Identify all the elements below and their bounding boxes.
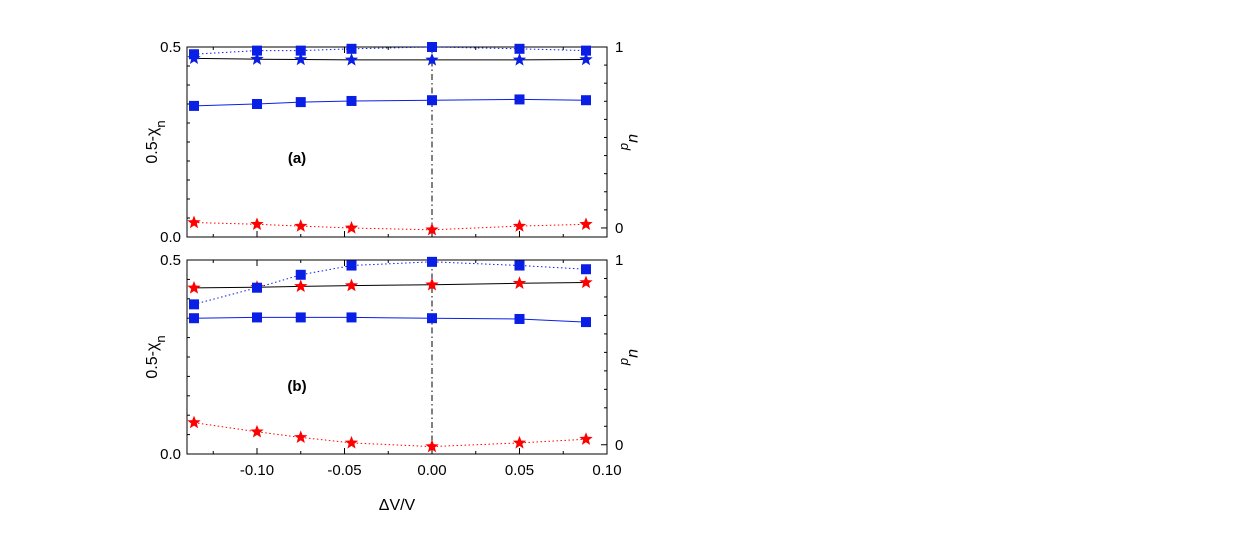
panel-a-series-2-point bbox=[189, 49, 199, 60]
panel-a-series-3-point bbox=[187, 215, 201, 229]
panel-a-series-3-point bbox=[425, 222, 439, 236]
panel-a-y2tick-label: 0 bbox=[615, 220, 623, 237]
panel-b-ytick-label: 0.5 bbox=[160, 252, 181, 269]
panel-b-y2tick-label: 1 bbox=[615, 252, 623, 269]
panel-a-series-1-point bbox=[425, 52, 439, 66]
panel-a-series-0-point bbox=[427, 95, 437, 106]
panel-b-series-2-point bbox=[295, 269, 306, 280]
panel-b-xtick-label: 0.05 bbox=[505, 462, 534, 479]
panel-b-series-3-point bbox=[425, 439, 439, 453]
panel-b-series-0-point bbox=[581, 317, 591, 328]
panel-a-y-axis-label-part: 0.5- bbox=[144, 136, 161, 164]
panel-b-series-1-point bbox=[425, 277, 439, 291]
panel-b-series-3-point bbox=[294, 430, 308, 444]
panel-b-series-2-point bbox=[427, 256, 437, 267]
panel-a-series-1-point bbox=[294, 52, 308, 66]
panel-b-series-3-point bbox=[579, 432, 593, 445]
panel-a-series-0-point bbox=[295, 97, 306, 108]
panel-a-y-axis-label: 0.5-χn bbox=[144, 120, 168, 163]
panel-b-ytick-label: 0.0 bbox=[160, 446, 181, 463]
panel-b-series-0-point bbox=[189, 313, 199, 324]
panel-a-series-2-point bbox=[427, 42, 437, 52]
panel-b-y2-axis-label-part: u bbox=[625, 349, 642, 358]
panel-b-series-1-point bbox=[187, 280, 201, 294]
panel-a-series-3-point bbox=[294, 219, 308, 232]
panel-b-label: (b) bbox=[287, 378, 306, 395]
panel-b-frame bbox=[186, 259, 608, 455]
panel-a-series-3-point bbox=[579, 217, 593, 230]
panel-b-series-1-point bbox=[512, 276, 527, 289]
panel-a-series-1-point bbox=[579, 52, 593, 66]
panel-b-series-1-point bbox=[294, 279, 308, 293]
panel-b-series-0-point bbox=[295, 312, 306, 323]
panel-a-series-3-point bbox=[344, 220, 359, 234]
panel-b-series-2-point bbox=[252, 282, 262, 293]
panel-a-series-0-point bbox=[581, 95, 591, 106]
panel-a-series-2-point bbox=[346, 43, 357, 54]
panel-a-y2-axis-label-part: u bbox=[625, 134, 642, 143]
panel-a-series-1-point bbox=[512, 52, 527, 66]
panel-b-y-axis-label-part: n bbox=[153, 335, 168, 342]
panel-b-series-3-point bbox=[512, 435, 527, 449]
panel-b-series-0-point bbox=[346, 312, 357, 323]
panel-b-xtick-label: -0.05 bbox=[327, 462, 361, 479]
panel-a-series-0-point bbox=[252, 99, 262, 109]
panel-b-y-axis-label-part: 0.5- bbox=[144, 351, 161, 379]
panel-a-series-2-point bbox=[581, 45, 591, 56]
panel-a-ytick-label: 0.0 bbox=[160, 229, 181, 246]
panel-a-series-0-point bbox=[189, 100, 199, 111]
panel-b-series-3-point bbox=[344, 435, 359, 449]
panel-b-series-2-point bbox=[346, 260, 357, 271]
panel-a: 0.0 0.5 0 1 0.5-χn ud (a) bbox=[144, 39, 642, 246]
panel-b-y-axis-label-part: χ bbox=[144, 342, 161, 351]
panel-a-series-1-point bbox=[250, 52, 264, 65]
panel-a-y2-axis-label-part: d bbox=[619, 143, 634, 151]
panel-b-series-0-point bbox=[427, 313, 437, 324]
panel-b-series-3-point bbox=[187, 415, 201, 429]
panel-a-ytick-label: 0.5 bbox=[160, 39, 181, 56]
panel-b-y2-axis-label: ud bbox=[619, 349, 643, 366]
panel-b-x-axis-label: ΔV/V bbox=[379, 497, 416, 514]
panel-a-series-3-point bbox=[250, 217, 264, 230]
panel-b-series-2-point bbox=[189, 299, 199, 310]
panel-a-frame bbox=[186, 46, 608, 238]
panel-b-series-1-point bbox=[344, 278, 359, 292]
panel-b-series-2-point bbox=[581, 264, 591, 275]
panel-b-xtick-label: 0.00 bbox=[417, 462, 446, 479]
panel-b-series-2-point bbox=[514, 260, 525, 271]
panel-a-series-0-point bbox=[514, 94, 525, 105]
panel-b-y2tick-label: 0 bbox=[615, 437, 623, 454]
panel-b-series-3-line bbox=[193, 422, 587, 448]
panel-a-y2tick-label: 1 bbox=[615, 39, 623, 56]
panel-b-xtick-label: 0.10 bbox=[592, 462, 621, 479]
panel-a-y-axis-label-part: n bbox=[153, 120, 168, 127]
panel-b: 0.0 0.5 0 1 -0.10 -0.05 0.00 0.05 0.10 ΔV/V 0.5-χn… bbox=[144, 252, 642, 514]
panel-a-label: (a) bbox=[288, 150, 306, 167]
panel-b-series-3-point bbox=[250, 424, 264, 438]
panel-b-xtick-label: -0.10 bbox=[240, 462, 274, 479]
panel-a-y-axis-label-part: χ bbox=[144, 127, 161, 136]
panel-a-series-2-point bbox=[252, 45, 262, 56]
panel-a-series-3-point bbox=[512, 219, 527, 232]
panel-b-series-0-point bbox=[252, 312, 262, 323]
panel-a-y2-axis-label: ud bbox=[619, 134, 643, 151]
panel-b-series-1-point bbox=[579, 275, 593, 289]
panel-a-series-1-point bbox=[344, 52, 359, 66]
panel-b-series-0-point bbox=[514, 313, 525, 324]
panel-b-y2-axis-label-part: d bbox=[619, 358, 634, 366]
panel-b-y-axis-label: 0.5-χn bbox=[144, 335, 168, 378]
panel-a-series-0-point bbox=[346, 95, 357, 106]
panel-a-series-2-point bbox=[295, 45, 306, 56]
panel-a-series-2-point bbox=[514, 43, 525, 54]
